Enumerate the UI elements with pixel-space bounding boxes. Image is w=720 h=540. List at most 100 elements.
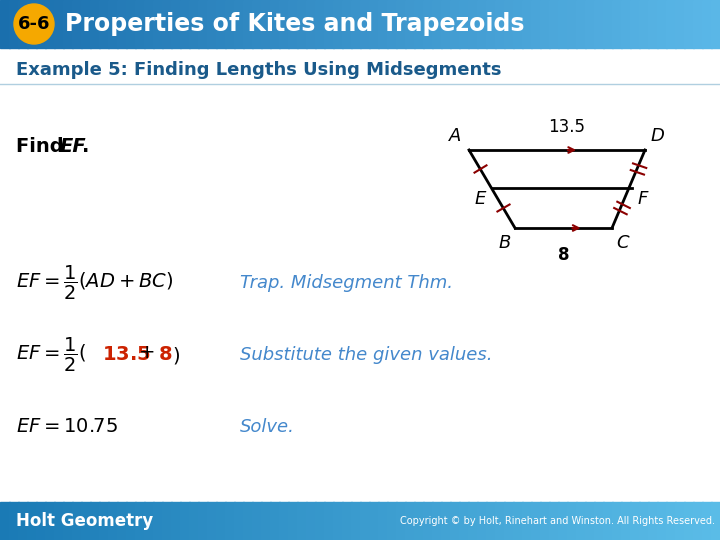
Bar xyxy=(513,0,523,48)
Bar xyxy=(189,0,199,48)
Bar xyxy=(693,0,703,48)
Bar xyxy=(468,0,478,48)
Bar xyxy=(315,502,325,540)
Bar xyxy=(270,0,280,48)
Bar xyxy=(252,0,262,48)
Bar xyxy=(612,0,622,48)
Bar xyxy=(531,0,541,48)
Bar xyxy=(684,0,694,48)
Bar xyxy=(315,0,325,48)
Bar xyxy=(162,0,172,48)
Text: Trap. Midsegment Thm.: Trap. Midsegment Thm. xyxy=(240,274,453,292)
Bar xyxy=(216,0,226,48)
Bar xyxy=(108,0,118,48)
Bar xyxy=(81,502,91,540)
Text: E: E xyxy=(474,190,486,208)
Bar xyxy=(603,502,613,540)
Text: A: A xyxy=(449,127,461,145)
Bar xyxy=(567,502,577,540)
Bar xyxy=(180,502,190,540)
Text: Properties of Kites and Trapezoids: Properties of Kites and Trapezoids xyxy=(65,12,524,36)
Text: 13.5: 13.5 xyxy=(549,118,585,136)
Bar xyxy=(171,502,181,540)
Bar xyxy=(153,0,163,48)
Bar xyxy=(522,502,532,540)
Bar xyxy=(0,0,10,48)
Bar xyxy=(234,0,244,48)
Bar xyxy=(666,502,676,540)
Bar xyxy=(387,502,397,540)
Text: 6-6: 6-6 xyxy=(18,15,50,33)
Bar xyxy=(162,502,172,540)
Bar xyxy=(513,502,523,540)
Bar xyxy=(288,502,298,540)
Bar xyxy=(225,502,235,540)
Bar xyxy=(72,0,82,48)
Bar xyxy=(270,502,280,540)
Bar xyxy=(306,502,316,540)
Bar xyxy=(621,502,631,540)
Bar xyxy=(36,0,46,48)
Text: C: C xyxy=(616,234,629,252)
Bar xyxy=(405,502,415,540)
Text: $\mathit{EF}=10.75$: $\mathit{EF}=10.75$ xyxy=(16,417,118,436)
Bar xyxy=(477,0,487,48)
Bar xyxy=(45,0,55,48)
Bar xyxy=(531,502,541,540)
Bar xyxy=(387,0,397,48)
Bar xyxy=(666,0,676,48)
Text: 8: 8 xyxy=(558,246,570,264)
Bar xyxy=(207,502,217,540)
Bar xyxy=(432,0,442,48)
Bar xyxy=(495,502,505,540)
Bar xyxy=(108,502,118,540)
Bar xyxy=(261,0,271,48)
Bar xyxy=(630,0,640,48)
Bar xyxy=(261,502,271,540)
Bar xyxy=(153,502,163,540)
Bar xyxy=(171,0,181,48)
Bar xyxy=(351,0,361,48)
Bar xyxy=(450,502,460,540)
Bar xyxy=(279,0,289,48)
Text: B: B xyxy=(499,234,511,252)
Bar xyxy=(99,502,109,540)
Bar xyxy=(135,502,145,540)
Bar xyxy=(630,502,640,540)
Bar xyxy=(198,0,208,48)
Bar xyxy=(639,502,649,540)
Bar xyxy=(549,502,559,540)
Bar xyxy=(675,502,685,540)
Bar xyxy=(549,0,559,48)
Bar xyxy=(198,502,208,540)
Bar xyxy=(495,0,505,48)
Bar xyxy=(558,0,568,48)
Bar xyxy=(18,0,28,48)
Bar xyxy=(207,0,217,48)
Bar xyxy=(342,502,352,540)
Bar xyxy=(369,502,379,540)
Bar xyxy=(369,0,379,48)
Bar xyxy=(117,0,127,48)
Bar xyxy=(135,0,145,48)
Bar xyxy=(693,502,703,540)
Bar xyxy=(396,0,406,48)
Bar xyxy=(450,0,460,48)
Bar xyxy=(342,0,352,48)
Bar xyxy=(351,502,361,540)
Bar xyxy=(99,0,109,48)
Text: $+$: $+$ xyxy=(138,342,154,361)
Bar xyxy=(54,0,64,48)
Bar xyxy=(144,502,154,540)
Bar xyxy=(558,502,568,540)
Text: $\mathbf{13.5}$: $\mathbf{13.5}$ xyxy=(102,346,150,365)
Bar xyxy=(657,502,667,540)
Bar xyxy=(81,0,91,48)
Bar xyxy=(414,502,424,540)
Text: Solve.: Solve. xyxy=(240,418,295,436)
Bar xyxy=(639,0,649,48)
Bar xyxy=(594,0,604,48)
Bar xyxy=(297,0,307,48)
Bar xyxy=(477,502,487,540)
Bar xyxy=(27,502,37,540)
